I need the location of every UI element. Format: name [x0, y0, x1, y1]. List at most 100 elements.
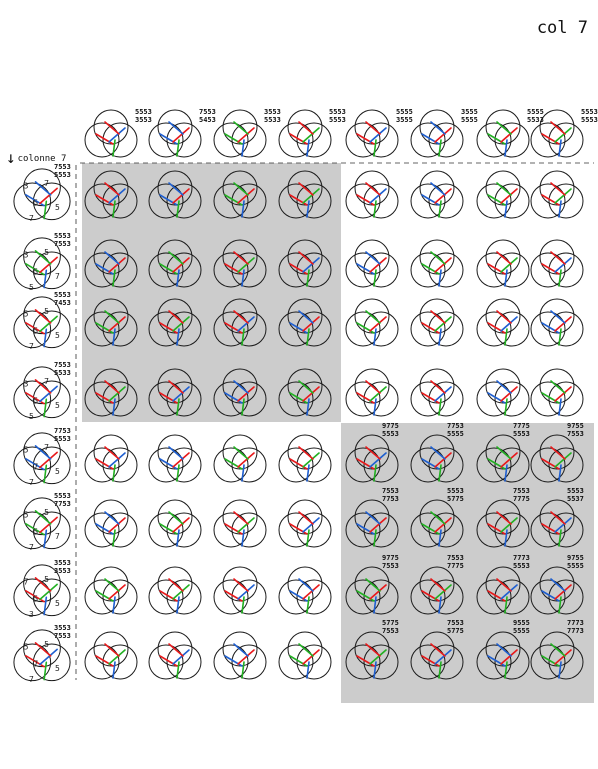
- region-number: 7: [24, 577, 29, 586]
- strand-mark: [298, 380, 314, 394]
- label-line: 7753: [382, 495, 399, 503]
- knot-arc: [213, 579, 249, 615]
- grid-knot: [84, 631, 138, 680]
- strand-mark: [108, 316, 126, 332]
- page-title: col 7: [536, 18, 588, 38]
- knot-arc: [363, 381, 399, 417]
- region-number: 7: [55, 272, 60, 281]
- strand-mark: [108, 649, 126, 665]
- knot-arc: [494, 512, 530, 548]
- row-header-knot: 5 57 57: [13, 629, 71, 684]
- strand-mark: [487, 458, 506, 470]
- grid-knot: [84, 368, 138, 417]
- knot-arc: [231, 311, 267, 347]
- column-header-knot: [410, 109, 464, 158]
- knot-arc: [23, 497, 61, 536]
- strand-mark: [487, 655, 506, 667]
- knot-arc: [539, 566, 575, 602]
- knot-arc: [166, 122, 202, 158]
- knot-arc: [231, 447, 267, 483]
- label-line: 5533: [54, 369, 71, 377]
- grid-knot: [345, 434, 399, 483]
- knot-arc: [485, 566, 521, 602]
- strand-mark: [558, 269, 562, 287]
- knots: 3 75 573 55 755 55 573 75 555 77 575 55 777 55 535 57 57: [13, 109, 584, 684]
- label-line: 5553: [54, 435, 71, 443]
- knot-arc: [157, 434, 193, 470]
- region-number: 5: [44, 307, 49, 316]
- strand-mark: [112, 398, 116, 416]
- strand-mark: [237, 127, 255, 143]
- label-line: 5553: [513, 562, 530, 570]
- label-line: 7775: [513, 495, 530, 503]
- strand-mark: [176, 200, 180, 218]
- strand-mark: [369, 386, 387, 402]
- strand-mark: [365, 643, 381, 657]
- strand-mark: [434, 584, 452, 600]
- strand-mark: [373, 398, 377, 416]
- strand-mark: [421, 655, 440, 667]
- label-line: 5553: [54, 171, 71, 179]
- knot-arc: [530, 512, 566, 548]
- strand-mark: [168, 121, 184, 135]
- strand-mark: [558, 529, 562, 547]
- strand-mark: [112, 269, 116, 287]
- knot-arc: [419, 109, 455, 145]
- region-number: 5: [24, 642, 29, 651]
- knot-arc: [428, 311, 464, 347]
- strand-mark: [306, 139, 310, 157]
- column-header-knot: [476, 109, 530, 158]
- knot-arc: [231, 252, 267, 288]
- strand-mark: [224, 523, 243, 535]
- knot-arc: [548, 122, 584, 158]
- strand-mark: [112, 139, 116, 157]
- knot-arc: [548, 183, 584, 219]
- strand-mark: [373, 200, 377, 218]
- strand-mark: [356, 194, 375, 206]
- strand-mark: [550, 310, 566, 324]
- label-line: 3553: [264, 108, 281, 116]
- strand-mark: [434, 452, 452, 468]
- strand-mark: [541, 590, 560, 602]
- knot-arc: [157, 499, 193, 535]
- strand-mark: [421, 392, 440, 404]
- knot-arc: [419, 368, 455, 404]
- strand-mark: [496, 578, 512, 592]
- knot-arc: [102, 122, 138, 158]
- grid-knot: [530, 298, 584, 347]
- region-number: 3: [24, 181, 29, 190]
- knot-arc: [485, 109, 521, 145]
- strand-mark: [298, 182, 314, 196]
- knot-arc: [231, 644, 267, 680]
- grid-knot: [148, 631, 202, 680]
- knot-arc: [345, 644, 381, 680]
- label-line: 7773: [567, 627, 584, 635]
- knot-arc: [548, 447, 584, 483]
- knot-arc: [23, 564, 61, 603]
- strand-mark: [43, 529, 48, 549]
- strand-mark: [541, 523, 560, 535]
- knot-arc: [23, 168, 61, 207]
- strand-mark: [302, 127, 320, 143]
- labels: 5553355375535453355355335553555355553555…: [54, 108, 598, 640]
- region-number: 5: [44, 248, 49, 257]
- strand-mark: [369, 316, 387, 332]
- strand-mark: [39, 648, 58, 666]
- strand-mark: [112, 464, 116, 482]
- knot-arc: [102, 512, 138, 548]
- grid-knot: [278, 566, 332, 615]
- knot-arc: [13, 310, 52, 349]
- strand-mark: [356, 458, 375, 470]
- strand-mark: [95, 590, 114, 602]
- strand-mark: [373, 269, 377, 287]
- grid-knot: [148, 566, 202, 615]
- knot-arc: [102, 579, 138, 615]
- knot-arc: [222, 298, 258, 334]
- strand-mark: [289, 655, 308, 667]
- strand-mark: [168, 643, 184, 657]
- knot-arc: [222, 566, 258, 602]
- grid-knot: [148, 368, 202, 417]
